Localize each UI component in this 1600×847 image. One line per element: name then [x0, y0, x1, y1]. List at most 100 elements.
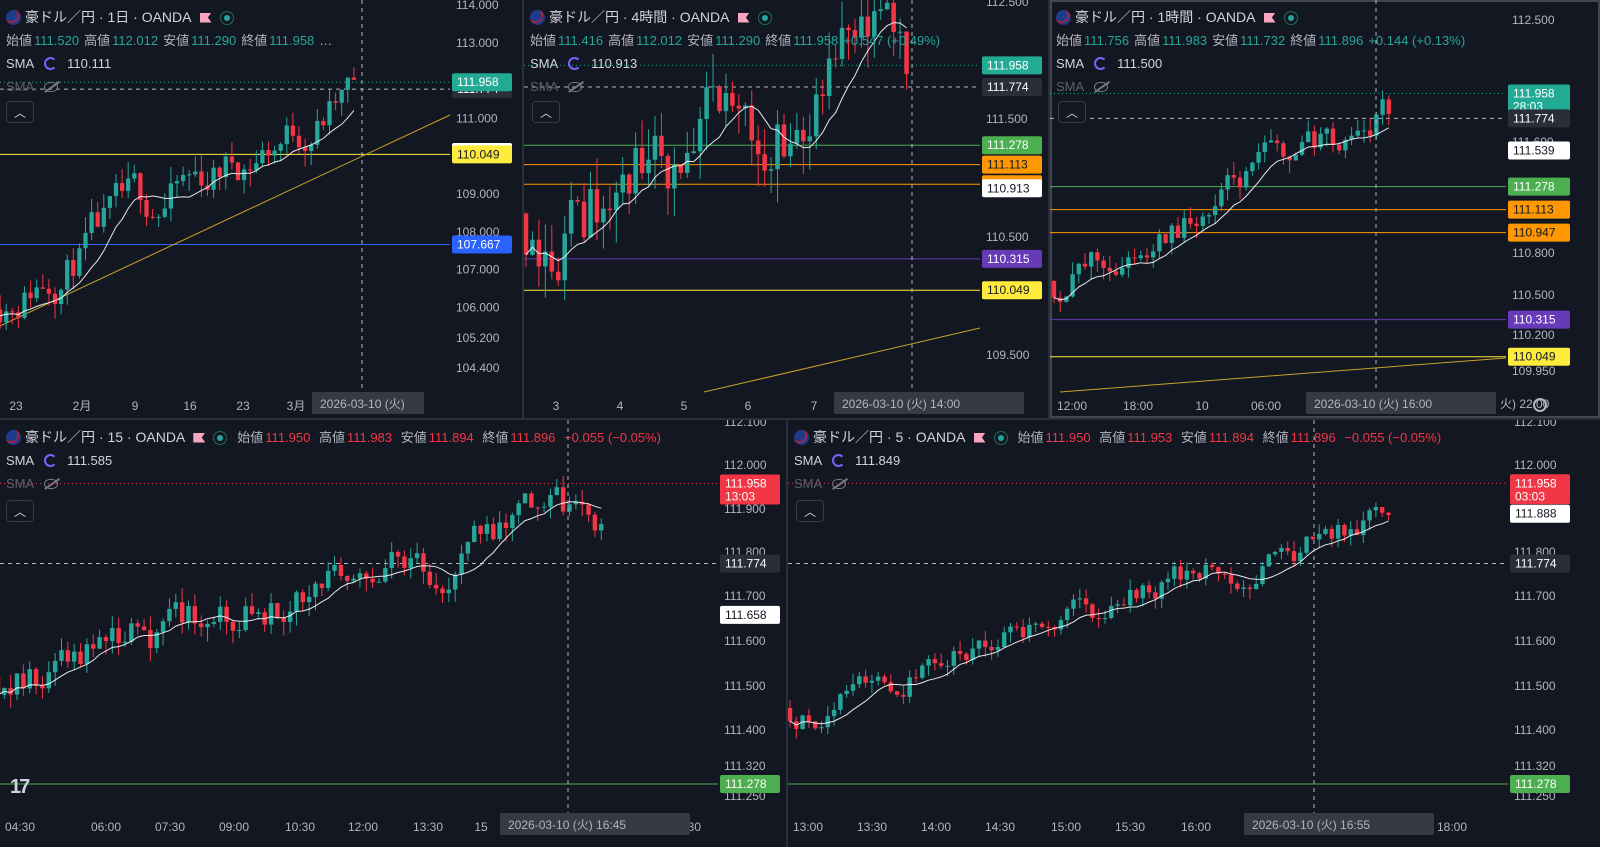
candle-body	[40, 287, 45, 289]
candle-body	[1095, 252, 1100, 261]
collapse-legend-button[interactable]: ︿	[1058, 101, 1086, 123]
collapse-legend-button[interactable]: ︿	[6, 101, 34, 123]
candle-body	[1175, 225, 1181, 238]
candle-body	[884, 2, 890, 10]
tradingview-logo-icon[interactable]: 17	[10, 776, 30, 798]
sma-line	[789, 520, 1389, 726]
candle-body	[1342, 524, 1347, 536]
candle-body	[414, 553, 420, 559]
collapse-legend-button[interactable]: ︿	[796, 500, 824, 522]
candle-body	[1304, 536, 1309, 553]
chart-canvas[interactable]: 114.000 113.000 111.000 109.000 108.000 107.0…	[0, 0, 522, 418]
candle-body	[820, 94, 825, 97]
crosshair-date-label: 2026-03-10 (火)	[320, 397, 405, 411]
candle-body	[1096, 617, 1101, 620]
candle-body	[484, 524, 490, 534]
candle-body	[187, 174, 192, 176]
candle-body	[107, 196, 113, 208]
candle-body	[710, 86, 716, 88]
pane-divider[interactable]	[1048, 0, 1050, 418]
candle-body	[65, 650, 71, 662]
price-axis-tag-bg	[452, 73, 512, 92]
candle-body	[389, 552, 394, 569]
candle-body	[926, 659, 931, 666]
candle-body	[1101, 260, 1106, 268]
candle-body	[1178, 566, 1183, 580]
collapse-legend-button[interactable]: ︿	[6, 500, 34, 522]
chart-canvas[interactable]: 112.500111.600110.800110.500110.200109.9…	[1050, 0, 1600, 418]
x-axis-tick-label: 18:00	[1123, 399, 1153, 413]
chart-pane-daily[interactable]: 114.000 113.000 111.000 109.000 108.000 107.0…	[0, 0, 522, 418]
candle-body	[491, 524, 496, 540]
candle-body	[1225, 175, 1230, 190]
x-axis-tick-label: 13:00	[793, 820, 823, 834]
candle-body	[913, 677, 919, 679]
candle-body	[894, 691, 900, 695]
chart-pane-15m[interactable]: 112.100 112.000 111.900 111.800 111.700 111.6…	[0, 420, 786, 847]
candle-body	[241, 169, 247, 181]
price-axis-tag: 110.315	[1513, 313, 1556, 327]
x-axis-tick-label: 13:30	[857, 820, 887, 834]
candle-body	[230, 621, 236, 631]
candle-body	[4, 311, 9, 323]
candle-body	[957, 651, 963, 654]
pane-divider[interactable]	[522, 0, 524, 418]
candle-body	[1237, 177, 1243, 188]
chart-pane-5m[interactable]: 112.100 112.000 111.800 111.700 111.600 111.5…	[788, 420, 1600, 847]
candle-body	[46, 672, 52, 689]
candle-body	[223, 156, 228, 178]
candle-body	[1020, 626, 1026, 638]
candle-body	[1169, 225, 1174, 243]
chart-canvas[interactable]: 112.100112.000111.800111.700111.600111.5…	[788, 420, 1600, 847]
candle-body	[1244, 171, 1249, 188]
candle-body	[1310, 536, 1316, 540]
candle-body	[1386, 512, 1391, 516]
price-axis-tag-bg	[1510, 554, 1570, 573]
candle-body	[1197, 573, 1202, 579]
candle-body	[290, 125, 296, 136]
y-axis-tick-label: 110.200	[1512, 328, 1555, 342]
y-axis-tick-label: 112.000	[1514, 458, 1557, 472]
y-axis-tick-label: 112.100	[1514, 420, 1557, 429]
crosshair-date-label-bg	[834, 392, 1024, 414]
candle-body	[730, 93, 735, 106]
candle-body	[116, 628, 121, 643]
chart-canvas[interactable]: 112.100112.000111.900111.800111.700111.6…	[0, 420, 786, 847]
candle-body	[1361, 520, 1366, 536]
candle-body	[549, 251, 555, 272]
candle-body	[812, 721, 818, 729]
candle-body	[1134, 589, 1139, 599]
candle-body	[568, 199, 574, 234]
pane-divider[interactable]	[786, 420, 788, 847]
chart-pane-4h[interactable]: 112.500 111.500 110.500 109.500 3 4 5 6 7 2026-03…	[524, 0, 1048, 418]
pane-divider[interactable]	[0, 418, 1600, 420]
candle-body	[1316, 533, 1322, 540]
collapse-legend-button[interactable]: ︿	[532, 101, 560, 123]
candle-body	[1090, 604, 1095, 618]
chart-canvas[interactable]: 112.500 111.500 110.500 109.500 3 4 5 6 7 2026-03…	[524, 0, 1048, 418]
candle-body	[1291, 551, 1297, 562]
candle-body	[199, 171, 204, 186]
candle-body	[554, 487, 560, 496]
candle-body	[1064, 608, 1070, 620]
candle-body	[825, 716, 831, 728]
y-axis-tick-label: 109.500	[986, 348, 1030, 362]
price-axis-tag-bg	[982, 179, 1042, 198]
settings-gear-icon[interactable]	[1533, 398, 1547, 412]
candle-body	[8, 687, 13, 695]
candle-body	[567, 504, 572, 512]
price-axis-tag-bg	[1508, 200, 1570, 219]
candle-body	[459, 553, 464, 575]
candle-body	[697, 118, 703, 152]
candle-body	[83, 232, 88, 249]
y-axis-tick-label: 112.500	[986, 0, 1029, 9]
candle-body	[315, 121, 320, 145]
candle-body	[1222, 573, 1227, 575]
candle-body	[704, 87, 709, 119]
chart-pane-1h[interactable]: 112.500111.600110.800110.500110.200109.9…	[1050, 0, 1600, 418]
candle-body	[168, 183, 174, 209]
candle-body	[1323, 528, 1328, 534]
x-axis-tick-label: 06:00	[1251, 399, 1281, 413]
candle-body	[101, 207, 106, 227]
candle-body	[306, 596, 312, 603]
